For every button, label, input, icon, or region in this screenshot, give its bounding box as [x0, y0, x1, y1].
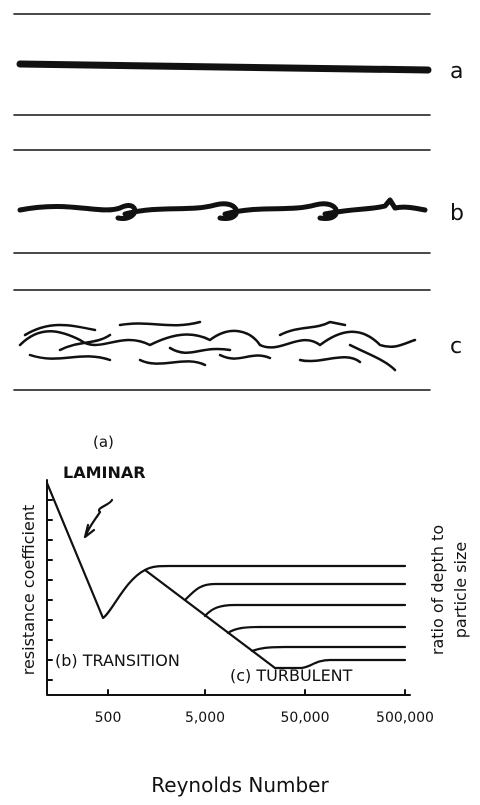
x-axis-label: Reynolds Number	[151, 773, 329, 797]
flow-label: b	[450, 201, 464, 226]
x-tick-label: 500	[95, 710, 122, 726]
laminar-flow	[20, 64, 428, 70]
x-tick-label: 5,000	[185, 710, 225, 726]
x-tick-label: 50,000	[281, 710, 330, 726]
curves	[47, 483, 405, 668]
region-label: (a)	[93, 433, 114, 451]
region-label: (b) TRANSITION	[55, 651, 180, 670]
turbulent-flow	[20, 322, 415, 370]
region-label: (c) TURBULENT	[230, 666, 353, 685]
y-axis-label: resistance coefficient	[19, 505, 38, 676]
diagram: a b c (a) LAMINAR (b) TRANSITION (c) TUR…	[0, 0, 480, 805]
right-label: particle size	[451, 542, 470, 638]
right-label: ratio of depth to	[428, 525, 447, 655]
flow-label: a	[450, 59, 463, 84]
x-tick-label: 500,000	[376, 710, 434, 726]
transitional-flow	[20, 200, 425, 218]
flow-label: c	[450, 334, 462, 359]
region-label: LAMINAR	[63, 463, 146, 482]
